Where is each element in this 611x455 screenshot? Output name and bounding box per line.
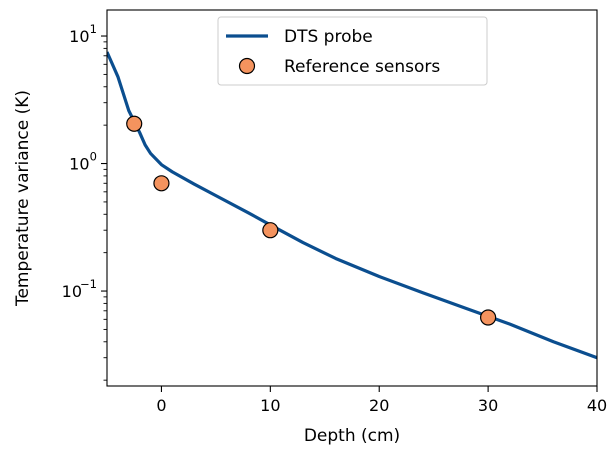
y-tick-label-base: 10 xyxy=(69,27,89,46)
scatter-point xyxy=(262,222,279,239)
x-tick-label: 30 xyxy=(478,396,498,415)
axes xyxy=(106,9,598,387)
y-tick-label-base: 10 xyxy=(69,155,89,174)
legend-label-reference-sensors: Reference sensors xyxy=(284,57,440,77)
legend-label-dts-probe: DTS probe xyxy=(284,27,373,47)
y-tick-label: 10 1 xyxy=(69,22,97,46)
plot-area xyxy=(107,51,597,360)
x-axis-label: Depth (cm) xyxy=(304,426,400,446)
y-axis-label: Temperature variance (K) xyxy=(13,90,33,307)
y-tick-label-exp: 0 xyxy=(90,150,97,164)
y-tick-label-exp: −1 xyxy=(80,277,97,291)
legend-swatch-reference-sensors xyxy=(238,57,256,75)
y-tick-label-exp: 1 xyxy=(90,22,97,36)
scatter-point xyxy=(153,175,170,192)
y-tick-label-base: 10 xyxy=(62,282,82,301)
x-tick-label: 40 xyxy=(587,396,607,415)
scatter-point xyxy=(480,309,497,326)
x-tick-label: 0 xyxy=(156,396,166,415)
y-tick-label: 10−1 xyxy=(62,277,97,301)
y-tick-label: 10 0 xyxy=(69,150,97,174)
legend: DTS probe Reference sensors xyxy=(217,16,488,86)
legend-box xyxy=(217,16,488,86)
x-tick-label: 20 xyxy=(369,396,389,415)
series-line-dts-probe xyxy=(107,51,597,360)
x-tick-label: 10 xyxy=(260,396,280,415)
scatter-point xyxy=(126,115,143,132)
axes-frame xyxy=(106,9,598,387)
